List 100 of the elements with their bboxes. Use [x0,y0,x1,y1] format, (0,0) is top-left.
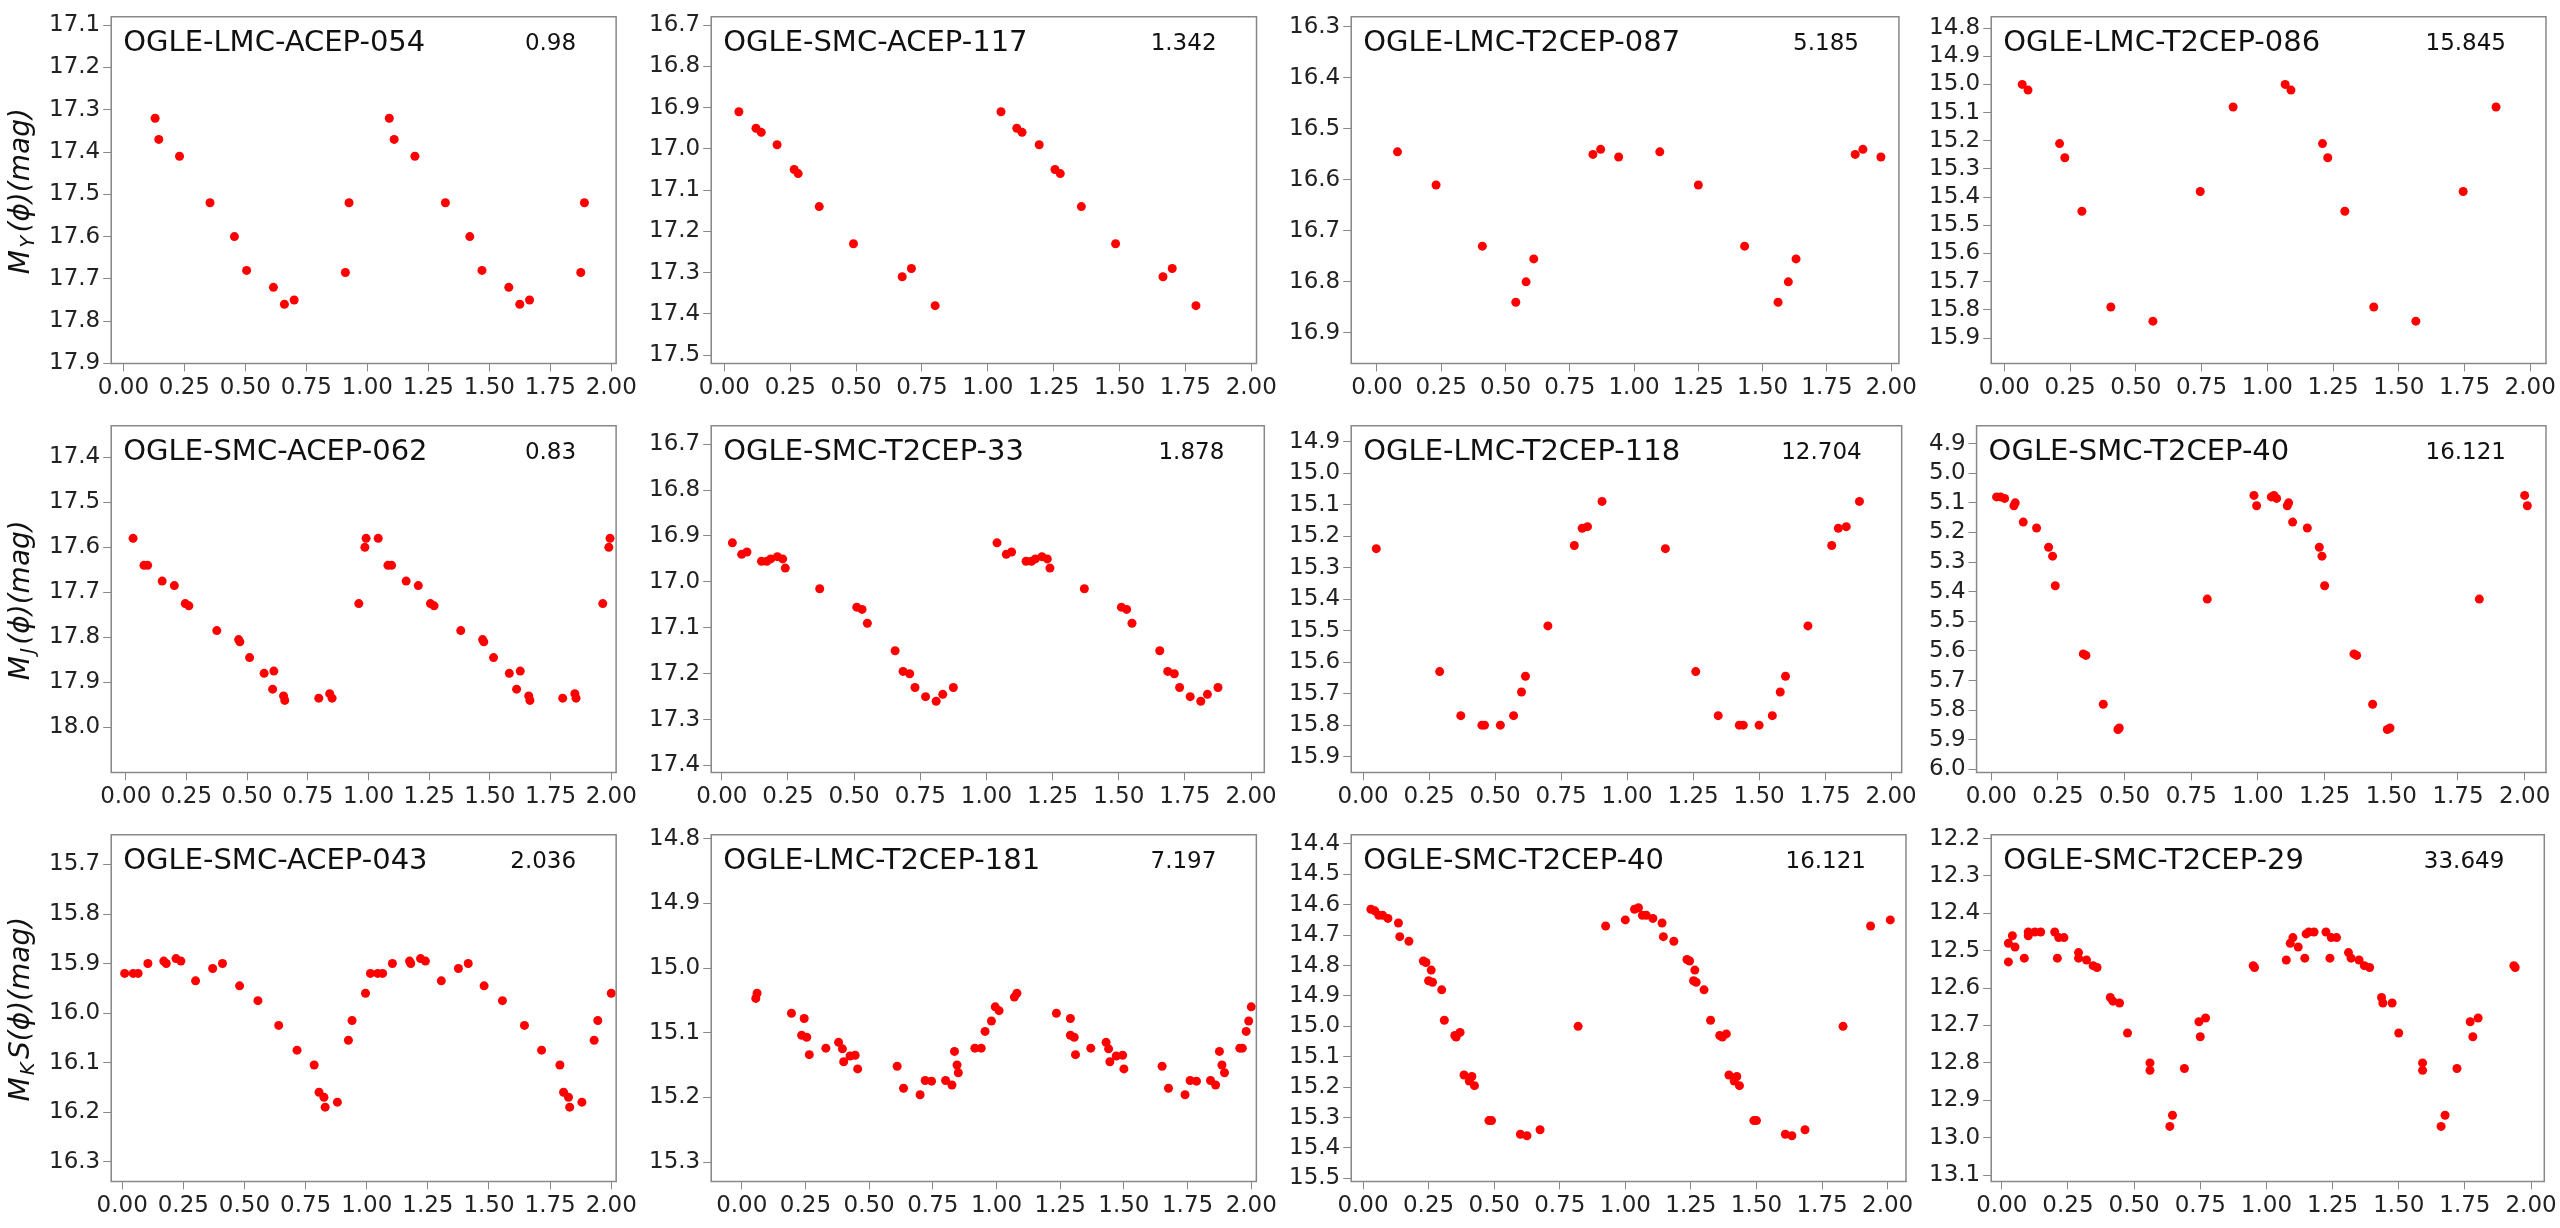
point [157,576,167,586]
point [1241,1026,1251,1036]
x-tick-label: 0.50 [1479,373,1532,400]
x-tick-label: 0.25 [158,373,210,400]
y-tick-label: 17.7 [48,263,101,290]
y-tick-label: 16.6 [1288,164,1341,191]
x-tick-label: 1.75 [2439,1191,2491,1218]
point [915,1090,925,1100]
point [1509,711,1519,721]
point [504,668,514,678]
point [1393,147,1402,157]
point [727,538,737,548]
point [1214,1046,1224,1056]
y-tick-label: 15.0 [1928,69,1981,96]
annotation: OGLE-LMC-ACEP-054 [123,23,426,58]
y-tick-label: 15.3 [1288,552,1341,579]
point [1597,496,1607,506]
point [1169,669,1179,679]
y-tick-label: 17.8 [48,622,101,649]
y-tick-label: 5.2 [1929,517,1966,544]
point [1246,1002,1256,1012]
annotation: 2.036 [510,847,577,874]
point [2044,542,2054,552]
point [2000,493,2010,503]
point [1773,297,1783,307]
point [1459,1070,1469,1080]
y-axis-title: MY(ϕ)(mag) [3,108,40,275]
x-tick-label: 0.75 [896,373,948,400]
point [2023,85,2033,95]
x-tick-label: 1.75 [1159,782,1211,809]
point [176,956,186,966]
x-tick-label: 1.00 [960,782,1013,809]
x-tick-label: 1.50 [1733,782,1785,809]
x-tick-label: 1.00 [2241,373,2293,400]
point [938,689,948,699]
point [1573,1021,1583,1031]
point [465,232,475,242]
y-tick-label: 15.5 [1288,615,1341,642]
point [734,107,744,117]
point [563,1092,573,1102]
y-tick-label: 15.8 [1288,710,1341,737]
point [1175,682,1185,692]
point [742,547,752,557]
point [2368,699,2378,709]
annotation: 1.878 [1158,438,1225,465]
point [2288,517,2298,527]
annotation: OGLE-SMC-ACEP-062 [123,432,428,467]
point [952,1060,962,1070]
y-tick-label: 12.8 [1928,1047,1981,1074]
point [558,693,568,703]
y-tick-label: 16.0 [48,998,101,1025]
point [340,268,350,278]
point [229,232,239,242]
point [905,669,915,679]
y-tick-label: 12.5 [1928,935,1981,962]
x-tick-label: 0.50 [2108,1191,2160,1218]
y-tick-label: 16.1 [48,1047,101,1074]
x-tick-label: 0.75 [2174,1191,2226,1218]
point [453,963,463,973]
point [1648,913,1658,923]
y-tick-label: 17.5 [648,340,701,367]
point [1543,621,1553,631]
y-tick-label: 15.2 [1288,1072,1341,1099]
y-tick-label: 17.5 [48,487,101,514]
y-tick-label: 15.1 [1288,489,1341,516]
y-tick-label: 15.5 [1928,210,1981,237]
y-tick-label: 15.3 [1928,153,1981,180]
point [429,601,439,611]
y-tick-label: 16.4 [1288,62,1341,89]
point [1456,711,1466,721]
point [606,988,616,998]
y-tick-label: 13.0 [1928,1122,1981,1149]
point [497,996,507,1006]
x-tick-label: 0.50 [219,373,271,400]
point [598,599,608,609]
point [839,1057,849,1067]
x-tick-label: 1.25 [1665,1191,1717,1218]
point [1122,604,1132,614]
x-tick-label: 2.00 [1862,1191,1914,1218]
x-tick-label: 1.25 [2307,373,2359,400]
x-tick-label: 1.25 [403,782,455,809]
point [1495,720,1505,730]
annotation: 5.185 [1793,29,1859,56]
point [242,265,252,275]
y-tick-label: 17.1 [48,10,101,37]
point [320,1102,330,1112]
point [1734,1081,1744,1091]
y-tick-label: 16.5 [1288,113,1341,140]
y-tick-label: 16.7 [648,10,701,37]
point [2314,542,2324,552]
point [1127,618,1137,628]
point [1220,1068,1230,1078]
point [1721,1029,1731,1039]
point [169,581,179,591]
y-tick-label: 14.9 [1288,426,1341,453]
y-tick-label: 15.4 [1928,182,1981,209]
point [2317,551,2327,561]
x-tick-label: 0.25 [762,782,814,809]
annotation: 12.704 [1781,438,1862,465]
y-tick-label: 5.4 [1929,576,1966,603]
